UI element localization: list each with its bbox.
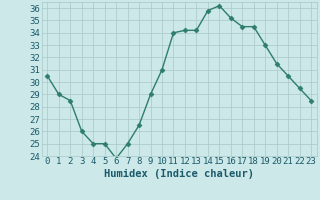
X-axis label: Humidex (Indice chaleur): Humidex (Indice chaleur)	[104, 169, 254, 179]
